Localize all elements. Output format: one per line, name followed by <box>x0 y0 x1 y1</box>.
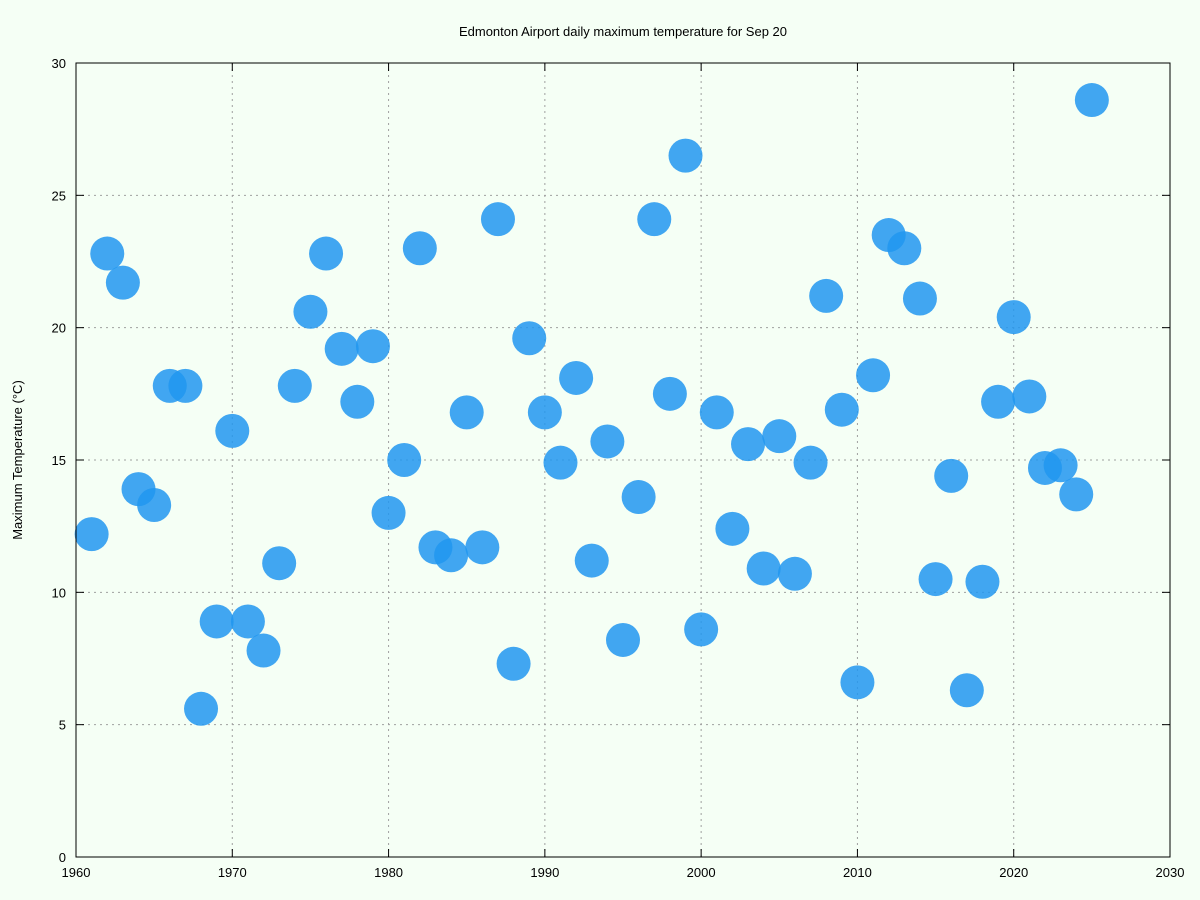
y-tick-label: 0 <box>59 850 66 865</box>
data-point <box>480 202 515 237</box>
data-point <box>309 236 344 271</box>
data-point <box>277 368 312 403</box>
data-point <box>74 517 109 552</box>
data-point <box>762 419 797 454</box>
x-tick-label: 1960 <box>62 865 91 880</box>
data-point <box>574 543 609 578</box>
data-point <box>402 231 437 266</box>
tick-layer: 1960 1970 1980 1990 2000 2010 2020 203005101520… <box>52 56 1185 880</box>
data-point <box>652 376 687 411</box>
x-tick-label: 2010 <box>843 865 872 880</box>
grid-layer <box>76 63 1170 857</box>
data-point <box>934 458 969 493</box>
data-point <box>215 413 250 448</box>
data-point <box>590 424 625 459</box>
data-point <box>434 538 469 573</box>
data-point <box>793 445 828 480</box>
data-point <box>184 691 219 726</box>
data-point <box>324 331 359 366</box>
data-point <box>543 445 578 480</box>
data-point <box>559 360 594 395</box>
data-point <box>246 633 281 668</box>
data-point <box>262 546 297 581</box>
x-tick-label: 1980 <box>374 865 403 880</box>
y-tick-label: 20 <box>52 321 66 336</box>
y-axis-label: Maximum Temperature (°C) <box>10 380 25 540</box>
data-point <box>1043 448 1078 483</box>
y-tick-label: 5 <box>59 718 66 733</box>
data-point <box>746 551 781 586</box>
x-tick-label: 2030 <box>1156 865 1185 880</box>
data-point <box>606 622 640 657</box>
data-point <box>387 443 422 477</box>
data-point <box>949 673 984 708</box>
data-point <box>887 231 922 266</box>
data-point <box>168 368 203 403</box>
data-point <box>496 646 531 681</box>
plot-frame <box>75 62 1171 858</box>
data-point <box>230 604 265 639</box>
data-point <box>856 358 891 393</box>
data-point <box>637 202 672 237</box>
chart-title: Edmonton Airport daily maximum temperatu… <box>459 24 787 39</box>
data-point <box>527 395 562 430</box>
data-point <box>1074 83 1109 118</box>
data-point <box>684 612 719 647</box>
data-point <box>105 265 140 300</box>
data-point <box>1012 379 1047 414</box>
data-point <box>293 294 328 329</box>
data-point <box>809 278 844 313</box>
y-tick-label: 15 <box>52 453 66 468</box>
data-point <box>1059 477 1094 512</box>
points-layer <box>74 83 1109 726</box>
data-point <box>981 384 1016 419</box>
data-point <box>918 562 953 597</box>
x-tick-label: 2000 <box>687 865 716 880</box>
data-point <box>199 604 234 639</box>
x-tick-label: 1970 <box>218 865 247 880</box>
data-point <box>715 511 750 546</box>
y-tick-label: 30 <box>52 56 66 71</box>
data-point <box>668 138 703 173</box>
x-tick-label: 1990 <box>530 865 559 880</box>
data-point <box>340 384 375 419</box>
data-point <box>731 427 766 462</box>
data-point <box>137 487 172 522</box>
data-point <box>996 300 1031 335</box>
data-point <box>90 236 125 271</box>
data-point <box>902 281 937 316</box>
data-point <box>371 495 406 530</box>
data-point <box>840 665 875 700</box>
data-point <box>621 480 656 515</box>
data-point <box>699 395 734 430</box>
y-tick-label: 25 <box>52 188 66 203</box>
data-point <box>465 530 500 565</box>
data-point <box>777 556 812 591</box>
data-point <box>512 321 547 356</box>
y-tick-label: 10 <box>52 585 66 600</box>
data-point <box>449 395 484 430</box>
x-tick-label: 2020 <box>999 865 1028 880</box>
data-point <box>824 392 859 427</box>
data-point <box>965 564 1000 599</box>
data-point <box>355 329 390 364</box>
